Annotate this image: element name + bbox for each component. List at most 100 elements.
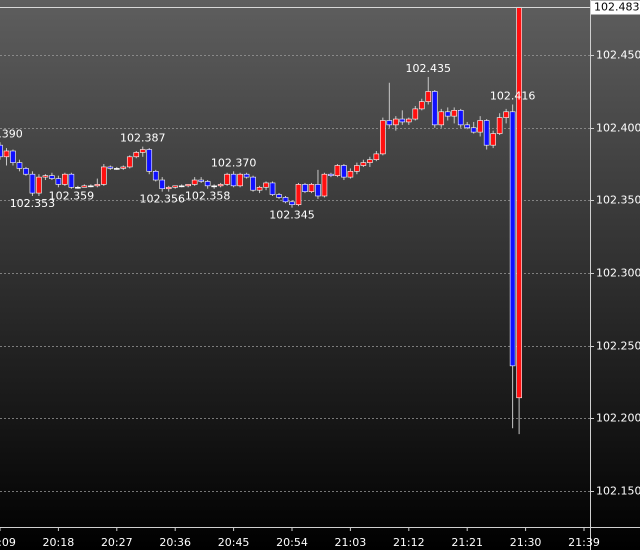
candle-body — [444, 111, 451, 117]
candle-body — [334, 165, 341, 176]
x-tick-label: 20:09 — [0, 536, 16, 549]
candle-body — [230, 173, 237, 187]
candle-body — [438, 111, 445, 126]
candle-body — [321, 173, 328, 197]
candle-body — [367, 159, 373, 163]
candle-body — [256, 186, 263, 191]
candle-body — [16, 162, 23, 169]
candle-body — [399, 118, 406, 123]
x-tick-label: 20:36 — [159, 536, 191, 549]
candle-body — [185, 184, 191, 187]
candle-body — [250, 176, 256, 191]
candle-body — [269, 182, 276, 195]
candle-body — [243, 173, 250, 178]
candle-body — [503, 111, 509, 118]
candle-body — [68, 173, 75, 188]
candle-body — [405, 118, 412, 123]
candle-body — [94, 184, 101, 187]
x-tick-label: 20:27 — [101, 536, 133, 549]
last-price-box — [591, 0, 640, 15]
price-annotation: 102.416 — [490, 90, 536, 103]
candle-body — [204, 181, 211, 187]
x-tick-label: 21:03 — [335, 536, 367, 549]
candle-body — [457, 110, 464, 126]
candle-body — [211, 185, 217, 188]
y-tick-label: 102.300 — [596, 267, 640, 280]
candle-body — [386, 120, 393, 126]
candle-body — [289, 201, 295, 206]
candle-body — [159, 179, 166, 190]
candle-body — [88, 185, 94, 188]
candle-body — [0, 144, 3, 158]
candle-body — [354, 165, 360, 172]
candle-body — [490, 133, 496, 146]
y-tick-label: 102.200 — [596, 412, 640, 425]
candle-body — [198, 179, 204, 182]
candle-body — [308, 184, 315, 192]
candle-body — [483, 120, 490, 146]
candle-body — [431, 91, 438, 126]
candle-body — [224, 173, 230, 185]
candle-body — [217, 184, 224, 187]
candle-body — [282, 197, 289, 203]
candle-body — [302, 184, 308, 192]
price-annotation: 102.358 — [185, 190, 231, 203]
candle-body — [451, 110, 458, 117]
candle-body — [347, 171, 354, 178]
x-tick-label: 20:45 — [218, 536, 250, 549]
candle-body — [373, 153, 380, 160]
candle-body — [75, 186, 81, 189]
price-annotation: 102.359 — [49, 190, 95, 203]
candle-body — [36, 176, 42, 194]
candle-body — [295, 184, 302, 206]
y-tick-label: 102.150 — [596, 485, 640, 498]
candle-body — [10, 150, 16, 163]
candle-body — [425, 91, 432, 102]
candle-body — [81, 185, 88, 188]
y-tick-label: 102.450 — [596, 49, 640, 62]
x-tick-label: 21:39 — [568, 536, 600, 549]
candle-body — [341, 165, 347, 178]
candle-body — [3, 150, 10, 158]
x-tick-label: 20:54 — [276, 536, 308, 549]
candle-body — [114, 168, 120, 170]
price-annotation: 102.387 — [120, 132, 166, 145]
candle-body — [496, 117, 503, 134]
candle-body — [263, 182, 269, 188]
candle-body — [152, 171, 159, 181]
candle-body — [23, 168, 29, 175]
candle-body — [509, 111, 516, 367]
candle-body — [276, 194, 282, 198]
candle-body — [126, 156, 133, 168]
y-tick-label: 102.400 — [596, 122, 640, 135]
candle-body — [412, 108, 419, 120]
candle-body — [360, 162, 367, 166]
candle-body — [42, 175, 49, 178]
price-annotation: 102.345 — [269, 209, 315, 222]
candle-body — [315, 184, 321, 197]
candle-body — [477, 120, 483, 133]
candle-body — [55, 178, 62, 185]
candle-body — [328, 173, 334, 176]
x-tick-label: 21:21 — [451, 536, 483, 549]
candle-body — [418, 101, 425, 110]
candle-body — [62, 173, 68, 185]
last-price-label: 102.483 — [594, 1, 640, 14]
price-annotation: 102.435 — [406, 62, 452, 75]
y-tick-label: 102.350 — [596, 194, 640, 207]
price-annotation: 102.370 — [211, 156, 257, 169]
candle-body — [380, 120, 386, 155]
x-tick-label: 21:12 — [393, 536, 425, 549]
candle-body — [165, 186, 172, 190]
candle-body — [172, 185, 178, 188]
price-annotation: 102.353 — [10, 197, 56, 210]
candle-body — [393, 118, 399, 126]
candle-body — [178, 185, 185, 188]
price-annotation: 102.356 — [139, 193, 185, 206]
x-tick-label: 21:30 — [510, 536, 542, 549]
candle-body — [516, 6, 522, 399]
candle-body — [107, 166, 114, 169]
candle-body — [464, 124, 471, 129]
